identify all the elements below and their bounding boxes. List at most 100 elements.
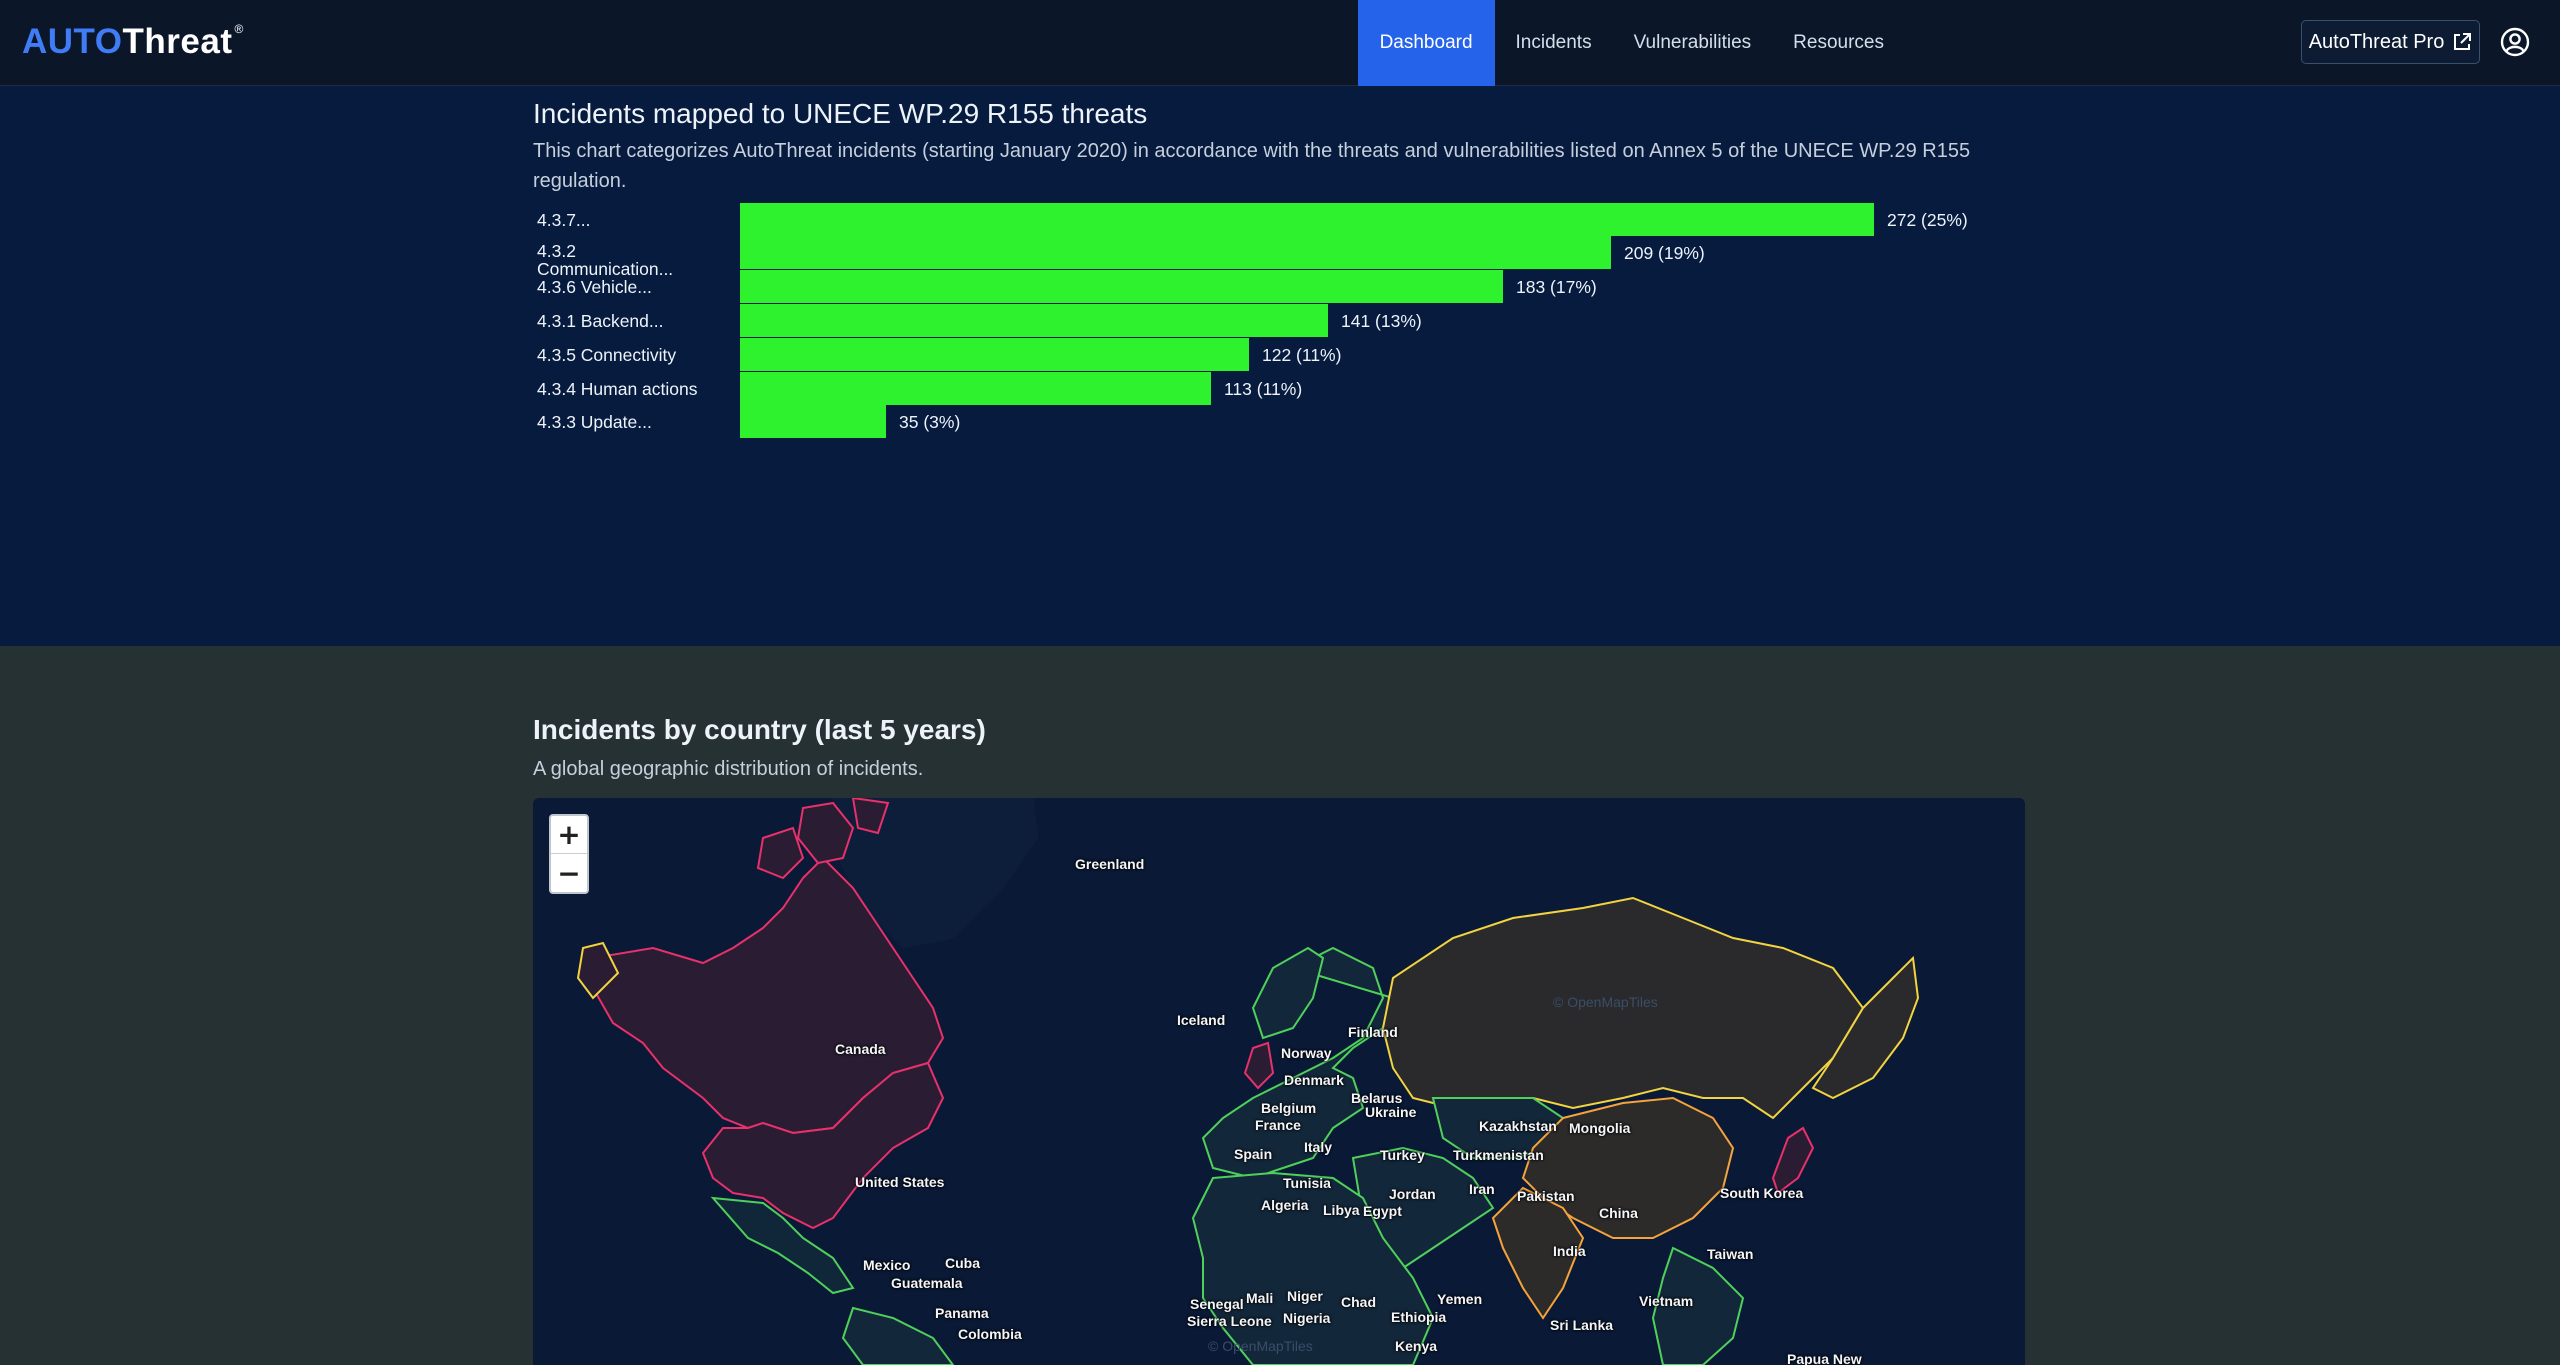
country-label: Algeria: [1261, 1197, 1309, 1213]
bar-value-label: 209 (19%): [1624, 243, 1705, 263]
bar[interactable]: [740, 338, 1249, 371]
country-label: Italy: [1304, 1139, 1333, 1155]
country-label: Greenland: [1075, 856, 1145, 872]
map-title: Incidents by country (last 5 years): [533, 714, 986, 745]
united-states-shape: [701, 1061, 945, 1230]
external-link-icon: [2454, 33, 2472, 50]
south-america-shape: [841, 1306, 955, 1365]
bar-value-label: 35 (3%): [899, 412, 961, 432]
country-label: Yemen: [1437, 1291, 1483, 1307]
autothreat-pro-label: AutoThreat Pro: [2308, 30, 2445, 53]
user-circle-icon[interactable]: [2499, 26, 2531, 58]
country-label: Ukraine: [1365, 1104, 1417, 1120]
country-label: Papua New: [1787, 1351, 1862, 1365]
country-label: Sierra Leone: [1187, 1313, 1272, 1329]
country-label: France: [1255, 1117, 1301, 1133]
nav-incidents[interactable]: Incidents: [1515, 32, 1592, 53]
bar-label: 4.3.7...: [537, 210, 591, 230]
country-label: Belarus: [1351, 1090, 1403, 1106]
country-label: Canada: [835, 1041, 886, 1057]
bar-value-label: 272 (25%): [1887, 210, 1968, 230]
bar[interactable]: [740, 304, 1328, 337]
country-label: China: [1599, 1205, 1638, 1221]
bar-label: 4.3.3 Update...: [537, 412, 652, 432]
map-attribution-bottom: © OpenMapTiles: [1208, 1338, 1313, 1354]
alaska-island-shape: [576, 941, 620, 1000]
bar-label: 4.3.6 Vehicle...: [537, 277, 652, 297]
country-label: Chad: [1341, 1294, 1376, 1310]
zoom-out-button[interactable]: −: [557, 856, 581, 890]
bar-value-label: 183 (17%): [1516, 277, 1597, 297]
country-label: Taiwan: [1707, 1246, 1754, 1262]
arctic-islands-shape: [756, 798, 890, 880]
country-label: Kazakhstan: [1479, 1118, 1557, 1134]
country-label: India: [1553, 1243, 1586, 1259]
country-label: Kenya: [1395, 1338, 1438, 1354]
nav-dashboard[interactable]: Dashboard: [1357, 0, 1495, 86]
bar[interactable]: [740, 236, 1611, 269]
bar[interactable]: [740, 270, 1503, 303]
map-description: A global geographic distribution of inci…: [533, 758, 924, 780]
bar-label: 4.3.2 Communication...: [537, 241, 674, 279]
bar-label: 4.3.5 Connectivity: [537, 345, 677, 365]
country-label: Niger: [1287, 1288, 1323, 1304]
bar[interactable]: [740, 405, 886, 438]
country-label: Sri Lanka: [1550, 1317, 1614, 1333]
country-label: Senegal: [1190, 1296, 1244, 1312]
country-label: Ethiopia: [1391, 1309, 1447, 1325]
country-label: Denmark: [1284, 1072, 1344, 1088]
nav-vulnerabilities[interactable]: Vulnerabilities: [1633, 32, 1752, 53]
country-label: United States: [855, 1174, 945, 1190]
china-shape: [1521, 1096, 1735, 1239]
country-label: Pakistan: [1517, 1188, 1575, 1204]
country-label: Guatemala: [891, 1275, 963, 1291]
world-map[interactable]: + − © OpenMapTiles © OpenMapTiles Greenl…: [533, 798, 2025, 1365]
country-label: Mexico: [863, 1257, 911, 1273]
southeast-asia-shape: [1651, 1246, 1745, 1365]
world-map-shapes: [576, 798, 1920, 1365]
country-label: Jordan: [1389, 1186, 1436, 1202]
country-label: Tunisia: [1283, 1175, 1331, 1191]
far-east-shape: [1811, 955, 1920, 1100]
top-navbar: AUTO Threat ® Dashboard Incidents Vulner…: [0, 0, 2560, 86]
logo-auto-text: AUTO: [22, 22, 123, 61]
bar-label: 4.3.1 Backend...: [537, 311, 664, 331]
europe-shape: [1201, 946, 1395, 1180]
country-label: Iran: [1469, 1181, 1495, 1197]
country-label: Cuba: [945, 1255, 980, 1271]
autothreat-pro-button[interactable]: AutoThreat Pro: [2301, 20, 2480, 64]
threats-section: Incidents mapped to UNECE WP.29 R155 thr…: [0, 86, 2560, 646]
country-label: Egypt: [1363, 1203, 1402, 1219]
bar-label: 4.3.4 Human actions: [537, 379, 698, 399]
country-label: Libya: [1323, 1202, 1360, 1218]
country-label: Nigeria: [1283, 1310, 1331, 1326]
bar-value-label: 122 (11%): [1262, 345, 1342, 365]
logo-registered-mark: ®: [234, 22, 244, 36]
greenland-shape: [832, 798, 1039, 949]
uk-shape: [1243, 1041, 1275, 1090]
logo-threat-text: Threat: [122, 22, 233, 61]
country-label: Finland: [1348, 1024, 1398, 1040]
japan-shape: [1771, 1126, 1815, 1195]
country-label: Colombia: [958, 1326, 1022, 1342]
country-label: Mali: [1246, 1290, 1274, 1306]
country-label: South Korea: [1720, 1185, 1804, 1201]
country-label: Iceland: [1177, 1012, 1226, 1028]
country-label: Turkey: [1380, 1147, 1425, 1163]
country-label: Belgium: [1261, 1100, 1317, 1116]
bar[interactable]: [740, 372, 1211, 405]
bar-value-label: 141 (13%): [1341, 311, 1422, 331]
bar-value-label: 113 (11%): [1224, 379, 1303, 399]
autothreat-logo[interactable]: AUTO Threat ®: [22, 20, 244, 64]
zoom-in-button[interactable]: +: [551, 816, 587, 854]
map-attribution: © OpenMapTiles: [1553, 994, 1658, 1010]
threats-description: This chart categorizes AutoThreat incide…: [533, 140, 1971, 192]
bar[interactable]: [740, 203, 1874, 236]
country-label: Spain: [1234, 1146, 1273, 1162]
country-label: Vietnam: [1639, 1293, 1694, 1309]
country-label: Panama: [935, 1305, 989, 1321]
scandinavia-shape: [1251, 946, 1325, 1040]
nav-resources[interactable]: Resources: [1793, 32, 1884, 53]
nav-links: Dashboard Incidents Vulnerabilities Reso…: [1357, 0, 1905, 86]
india-shape: [1491, 1186, 1585, 1320]
